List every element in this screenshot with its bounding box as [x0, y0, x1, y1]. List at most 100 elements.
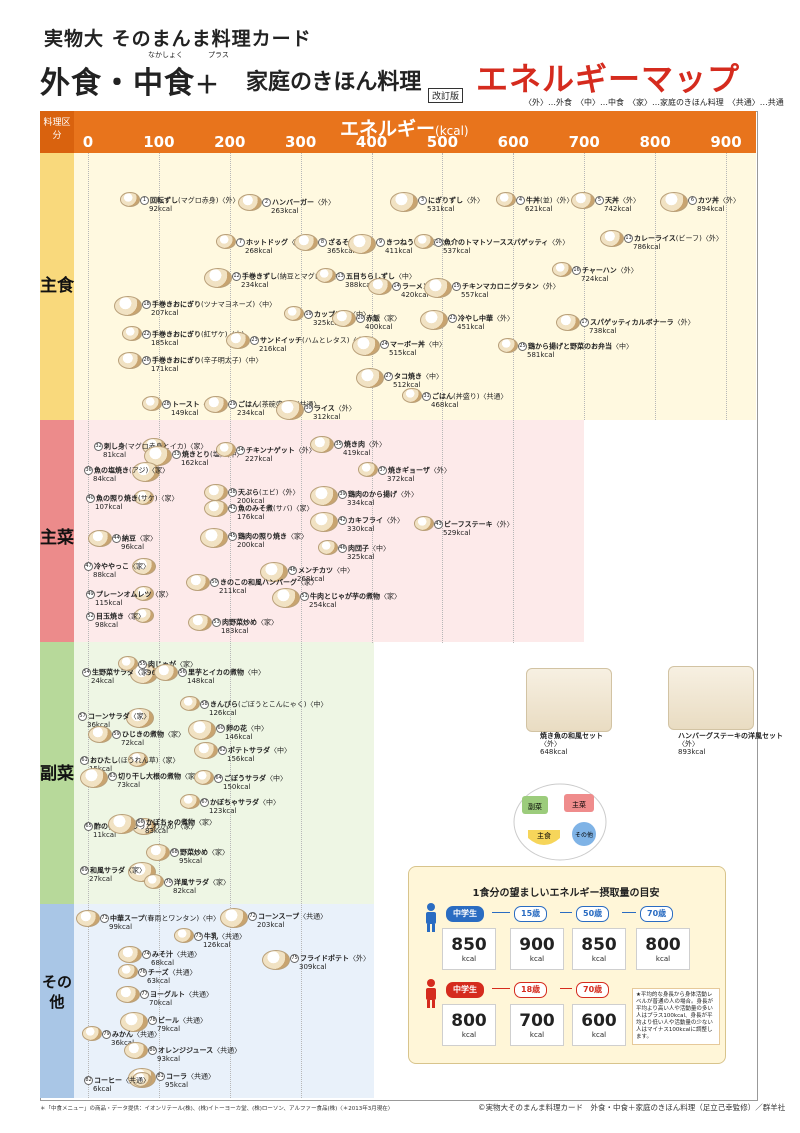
item-source: 〈家〉 [208, 848, 229, 857]
food-item: 72 コーンスープ〈共通〉 203kcal [248, 912, 327, 929]
item-number: 72 [248, 912, 257, 921]
item-number: 47 [84, 562, 93, 571]
food-item: 50 きのこの和風ハンバーグ〈家〉 211kcal [210, 578, 318, 595]
item-kcal: 81kcal [103, 451, 127, 459]
main-title-text: 外食・中食 [40, 66, 195, 101]
item-number: 14 [392, 282, 401, 291]
food-item: 23 サンドイッチ(ハムとレタス)〈中〉 216kcal [250, 336, 370, 353]
item-source: 〈外〉 [616, 266, 638, 275]
food-item: 11 カレーライス(ビーフ)〈外〉 786kcal [624, 234, 723, 251]
sub-title: 家庭のきほん料理 [246, 70, 422, 95]
item-name: 野菜炒め [180, 848, 208, 857]
item-number: 49 [86, 590, 95, 599]
item-name: 焼きギョーザ [388, 466, 430, 475]
item-number: 34 [236, 446, 245, 455]
item-number: 11 [624, 234, 633, 243]
axis-tick: 100 [143, 133, 175, 151]
food-item: 71 中華スープ(春雨とワンタン)〈中〉 99kcal [100, 914, 220, 931]
item-name: カレーライス [634, 234, 676, 243]
item-kcal: 557kcal [461, 291, 489, 299]
item-source: 〈中〉 [266, 774, 287, 783]
food-photo [318, 540, 338, 555]
item-name: 鶏から揚げと野菜のお弁当 [528, 342, 612, 351]
gridline [584, 153, 586, 420]
item-source: 〈家〉 [164, 730, 185, 739]
item-kcal: 96kcal [121, 543, 145, 551]
item-name: きのこの和風ハンバーグ [220, 578, 297, 587]
item-number: 78 [148, 1016, 157, 1025]
item-kcal: 93kcal [157, 1055, 181, 1063]
item-number: 82 [84, 1076, 93, 1085]
item-source: 〈家〉 [380, 314, 401, 323]
gridline [300, 153, 302, 1098]
food-photo [368, 278, 392, 296]
item-number: 37 [378, 466, 387, 475]
item-number: 55 [138, 660, 147, 669]
item-source: 〈家〉 [124, 612, 145, 621]
item-kcal: 400kcal [365, 323, 393, 331]
item-name: 肉団子 [348, 544, 369, 553]
item-name: 卵の花 [226, 724, 247, 733]
band-shushoku [40, 153, 74, 420]
source-legend: 〈外〉…外食 〈中〉…中食 〈家〉…家庭のきほん料理 〈共通〉…共通 [524, 98, 784, 107]
food-item: 30 ライス〈外〉 312kcal [304, 404, 356, 421]
food-photo [316, 268, 336, 283]
age-chip: 18歳 [514, 982, 548, 998]
kcal-box: 800 kcal [636, 928, 690, 970]
item-name: ごはん [432, 392, 453, 401]
item-name: おひたし [90, 756, 118, 765]
item-name: フライドポテト [300, 954, 349, 963]
item-number: 46 [338, 544, 347, 553]
food-item: 6 カツ丼〈外〉 894kcal [688, 196, 740, 213]
item-source: (きゅうりとわかめ)〈家〉 [115, 822, 198, 831]
food-photo [571, 192, 595, 210]
food-photo [356, 368, 384, 389]
item-name: 焼き肉 [344, 440, 365, 449]
axis-tick: 800 [639, 133, 671, 151]
food-photo [88, 726, 112, 744]
item-name: 魚の照り焼き [96, 494, 138, 503]
item-number: 53 [212, 618, 221, 627]
item-number: 24 [380, 340, 389, 349]
food-item: 44 納豆〈家〉 96kcal [112, 534, 157, 551]
food-photo [122, 326, 142, 341]
item-name: チキンナゲット [246, 446, 295, 455]
footer-credit: ＊「中食メニュー」の商品・データ提供：イオンリテール(株)、(株)イトーヨーカ堂… [40, 1106, 394, 1112]
food-item: 47 冷ややっこ〈家〉 88kcal [84, 562, 150, 579]
food-item: 77 ヨーグルト〈共通〉 70kcal [140, 990, 213, 1007]
item-kcal: 88kcal [93, 571, 117, 579]
item-number: 60 [216, 724, 225, 733]
item-kcal: 724kcal [581, 275, 609, 283]
food-photo [174, 928, 194, 943]
item-name: にぎりずし [428, 196, 463, 205]
item-name: 冷ややっこ [94, 562, 129, 571]
ruby-nakashoku: なかしょく [148, 51, 183, 59]
item-name: 生野菜サラダ [92, 668, 134, 677]
item-number: 9 [376, 238, 385, 247]
diagram-sonota: その他 [575, 831, 593, 839]
item-kcal: 468kcal [431, 401, 459, 409]
food-photo [186, 574, 210, 592]
item-number: 1 [140, 196, 149, 205]
item-number: 16 [572, 266, 581, 275]
item-kcal: 512kcal [393, 381, 421, 389]
item-source: 〈外〉 [314, 198, 335, 207]
item-kcal: 203kcal [257, 921, 285, 929]
item-source: 〈家〉 [136, 534, 157, 543]
item-kcal: 36kcal [87, 721, 111, 729]
item-number: 66 [136, 818, 145, 827]
item-number: 2 [262, 198, 271, 207]
item-number: 52 [86, 612, 95, 621]
item-number: 4 [516, 196, 525, 205]
food-item: 10 魚介のトマトソーススパゲッティ〈外〉 537kcal [434, 238, 569, 255]
kcal-value: 850 [451, 935, 487, 955]
item-kcal: 372kcal [387, 475, 415, 483]
item-kcal: 63kcal [147, 977, 171, 985]
food-item: 46 肉団子〈中〉 325kcal [338, 544, 390, 561]
gridline [655, 153, 657, 420]
item-number: 59 [112, 730, 121, 739]
item-source: 〈外〉 [538, 282, 560, 291]
food-item: 17 スパゲッティカルボナーラ〈外〉 738kcal [580, 318, 695, 335]
item-kcal: 24kcal [91, 677, 115, 685]
item-kcal: 146kcal [225, 733, 253, 741]
